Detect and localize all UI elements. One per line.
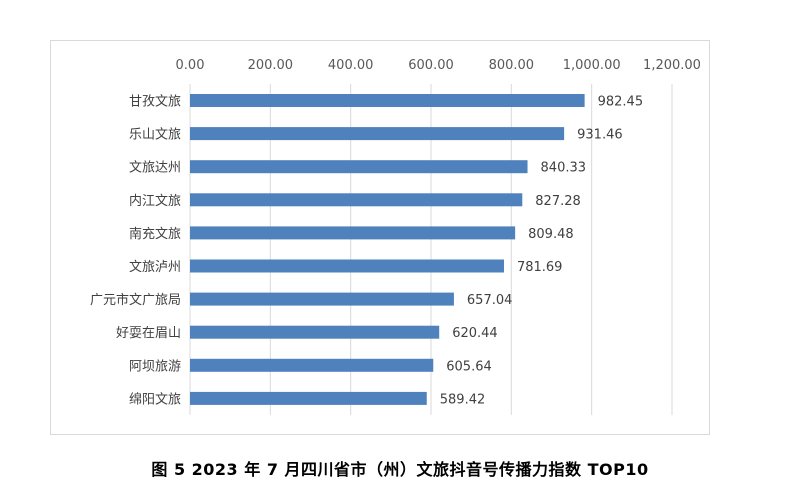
bar [190,160,528,174]
chart-frame [50,40,710,435]
data-label: 840.33 [541,161,587,176]
data-label: 620.44 [452,326,498,341]
category-label: 南充文旅 [129,226,181,242]
x-tick-label: 0.00 [176,58,205,73]
x-tick-label: 800.00 [489,58,535,73]
x-tick-label: 400.00 [328,58,374,73]
bar [190,226,516,240]
bar [190,358,434,372]
data-label: 605.64 [446,359,492,374]
data-label: 589.42 [440,392,486,407]
data-label: 827.28 [535,194,581,209]
figure-caption: 图 5 2023 年 7 月四川省市（州）文旅抖音号传播力指数 TOP10 [151,460,649,479]
bar [190,391,427,405]
category-label: 内江文旅 [129,193,181,209]
category-label: 文旅达州 [129,161,181,176]
x-tick-label: 200.00 [248,58,294,73]
data-label: 781.69 [517,260,563,275]
bar [190,94,585,107]
category-label: 绵阳文旅 [129,392,181,407]
bar [190,193,523,207]
bar [190,292,454,306]
category-label: 文旅泸州 [129,260,181,275]
data-label: 657.04 [467,293,513,308]
category-label: 好耍在眉山 [116,326,181,341]
bar [190,127,565,141]
bar-chart: 0.00 200.00 400.00 600.00 800.00 1,000.00 1,20… [90,58,701,415]
x-tick-label: 600.00 [408,58,454,73]
data-label: 982.45 [598,95,644,110]
x-tick-label: 1,200.00 [643,58,701,73]
bar [190,325,440,339]
data-label: 809.48 [528,227,574,242]
category-label: 乐山文旅 [129,128,181,143]
bar [190,259,504,273]
data-label: 931.46 [577,128,623,143]
category-label: 广元市文广旅局 [90,292,181,308]
category-label: 阿坝旅游 [129,359,181,374]
x-tick-label: 1,000.00 [563,58,621,73]
category-label: 甘孜文旅 [129,95,181,110]
